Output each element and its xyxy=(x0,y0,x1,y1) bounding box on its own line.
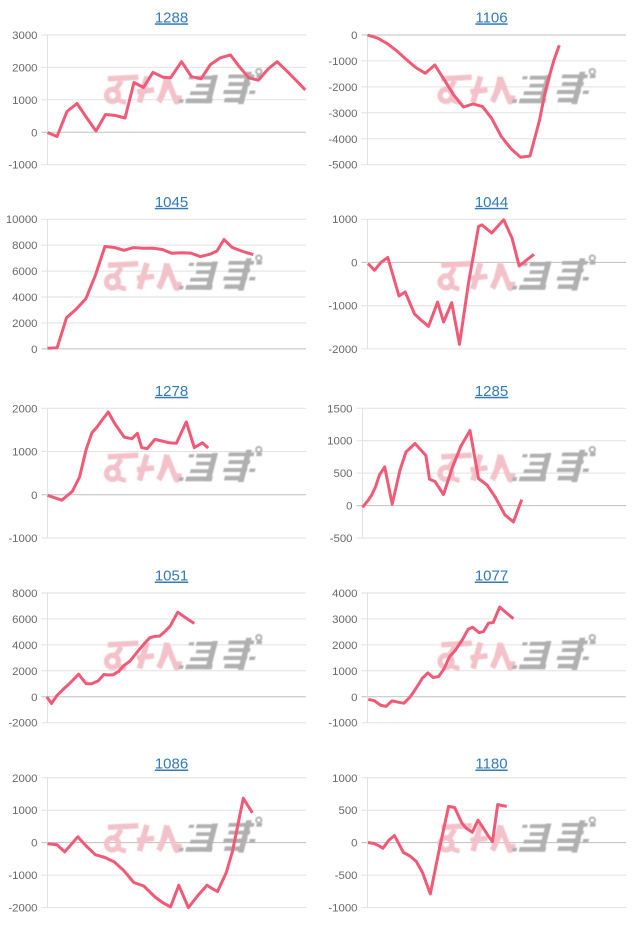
svg-text:2000: 2000 xyxy=(12,62,37,74)
svg-text:-2000: -2000 xyxy=(328,82,357,94)
svg-text:3000: 3000 xyxy=(12,30,37,42)
svg-text:1000: 1000 xyxy=(332,773,357,785)
svg-text:8000: 8000 xyxy=(12,240,37,252)
svg-text:4000: 4000 xyxy=(332,588,357,600)
svg-text:1000: 1000 xyxy=(332,666,357,678)
svg-text:1106: 1106 xyxy=(475,9,507,26)
svg-text:-1000: -1000 xyxy=(8,160,37,172)
svg-text:-500: -500 xyxy=(335,870,358,882)
svg-text:0: 0 xyxy=(346,501,352,513)
svg-text:-2000: -2000 xyxy=(8,903,37,915)
svg-text:2000: 2000 xyxy=(12,666,37,678)
svg-text:4000: 4000 xyxy=(12,640,37,652)
svg-text:0: 0 xyxy=(31,127,37,139)
svg-text:0: 0 xyxy=(31,344,37,356)
svg-text:-1000: -1000 xyxy=(328,718,357,730)
svg-text:-1000: -1000 xyxy=(8,870,37,882)
svg-text:-1000: -1000 xyxy=(328,301,357,313)
svg-text:0: 0 xyxy=(351,30,357,42)
svg-text:0: 0 xyxy=(31,692,37,704)
svg-text:4000: 4000 xyxy=(12,292,37,304)
svg-text:1000: 1000 xyxy=(327,436,352,448)
svg-text:10000: 10000 xyxy=(6,214,38,226)
svg-text:500: 500 xyxy=(338,805,357,817)
svg-text:-1000: -1000 xyxy=(328,56,357,68)
svg-text:1288: 1288 xyxy=(155,9,188,26)
svg-text:1500: 1500 xyxy=(327,403,352,415)
svg-text:1051: 1051 xyxy=(155,568,188,585)
svg-text:3000: 3000 xyxy=(332,614,357,626)
svg-text:2000: 2000 xyxy=(12,403,37,415)
svg-text:1180: 1180 xyxy=(475,756,507,773)
svg-text:-3000: -3000 xyxy=(328,108,357,120)
svg-text:0: 0 xyxy=(31,490,37,502)
svg-text:-500: -500 xyxy=(330,533,353,545)
svg-text:6000: 6000 xyxy=(12,266,37,278)
svg-text:-2000: -2000 xyxy=(8,718,37,730)
svg-text:0: 0 xyxy=(351,838,357,850)
svg-text:1000: 1000 xyxy=(12,95,37,107)
svg-text:1000: 1000 xyxy=(12,447,37,459)
svg-text:1077: 1077 xyxy=(475,568,508,585)
svg-text:1285: 1285 xyxy=(475,383,508,400)
svg-text:1000: 1000 xyxy=(332,214,357,226)
svg-text:0: 0 xyxy=(351,692,357,704)
svg-text:-2000: -2000 xyxy=(328,344,357,356)
svg-text:2000: 2000 xyxy=(12,318,37,330)
svg-text:2000: 2000 xyxy=(12,773,37,785)
svg-text:-5000: -5000 xyxy=(328,160,357,172)
svg-text:0: 0 xyxy=(31,838,37,850)
svg-text:1278: 1278 xyxy=(155,383,188,400)
svg-text:-1000: -1000 xyxy=(8,533,37,545)
svg-text:-4000: -4000 xyxy=(328,134,357,146)
svg-text:1000: 1000 xyxy=(12,805,37,817)
svg-text:500: 500 xyxy=(333,468,352,480)
svg-text:6000: 6000 xyxy=(12,614,37,626)
svg-text:1045: 1045 xyxy=(155,194,188,211)
svg-text:2000: 2000 xyxy=(332,640,357,652)
svg-text:1086: 1086 xyxy=(155,756,188,773)
svg-text:1044: 1044 xyxy=(475,194,508,211)
svg-text:-1000: -1000 xyxy=(328,903,357,915)
svg-text:0: 0 xyxy=(351,257,357,269)
svg-text:8000: 8000 xyxy=(12,588,37,600)
